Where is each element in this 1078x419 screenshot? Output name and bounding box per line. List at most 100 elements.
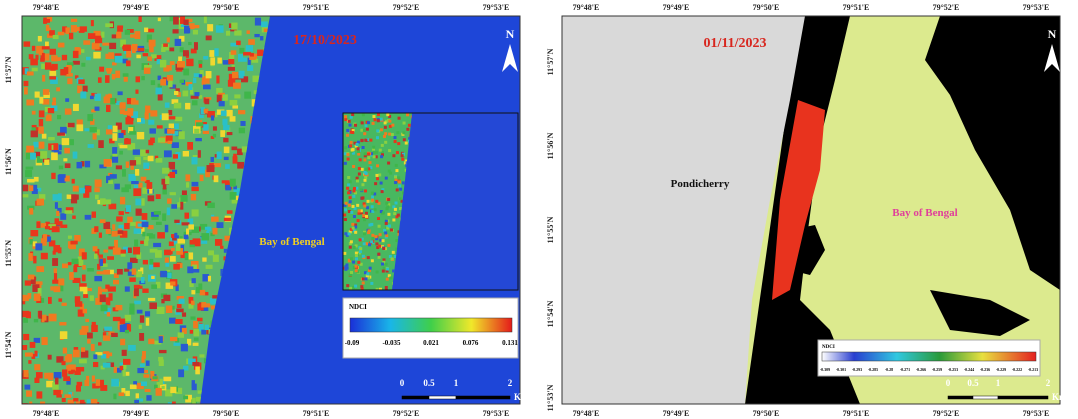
texture bbox=[151, 217, 158, 220]
texture bbox=[392, 251, 395, 254]
texture bbox=[173, 264, 180, 270]
texture bbox=[370, 223, 373, 226]
texture bbox=[134, 288, 139, 296]
texture bbox=[231, 23, 237, 30]
texture bbox=[98, 77, 102, 83]
texture bbox=[361, 183, 364, 186]
texture bbox=[116, 165, 122, 169]
texture bbox=[382, 270, 385, 273]
texture bbox=[25, 352, 33, 356]
texture bbox=[153, 243, 161, 247]
texture bbox=[103, 335, 110, 340]
texture bbox=[141, 277, 145, 283]
texture bbox=[179, 299, 185, 304]
texture bbox=[351, 223, 354, 226]
texture bbox=[191, 187, 198, 191]
texture bbox=[384, 121, 387, 124]
texture bbox=[403, 138, 406, 141]
texture bbox=[109, 293, 113, 300]
texture bbox=[352, 165, 355, 168]
texture bbox=[76, 385, 81, 391]
texture bbox=[169, 318, 176, 324]
texture bbox=[177, 304, 182, 308]
texture bbox=[82, 265, 85, 270]
texture bbox=[35, 92, 40, 98]
texture bbox=[178, 332, 184, 337]
texture bbox=[348, 232, 351, 235]
texture bbox=[43, 18, 47, 24]
texture bbox=[347, 158, 350, 161]
texture bbox=[150, 110, 157, 116]
texture bbox=[60, 225, 67, 228]
texture bbox=[73, 398, 78, 401]
texture bbox=[49, 71, 56, 76]
texture bbox=[26, 146, 34, 153]
texture bbox=[41, 337, 47, 345]
texture bbox=[398, 117, 401, 120]
texture bbox=[162, 113, 169, 120]
texture bbox=[98, 140, 104, 148]
texture bbox=[104, 159, 112, 167]
texture bbox=[136, 393, 139, 398]
texture bbox=[201, 330, 206, 335]
texture bbox=[361, 121, 364, 124]
texture bbox=[83, 309, 87, 314]
texture bbox=[92, 322, 96, 326]
texture bbox=[49, 76, 56, 79]
texture bbox=[257, 50, 264, 56]
texture bbox=[81, 347, 85, 351]
longitude-label: 79°49'E bbox=[123, 409, 150, 418]
texture bbox=[371, 237, 374, 240]
texture bbox=[73, 104, 79, 111]
texture bbox=[34, 319, 38, 322]
texture bbox=[72, 179, 75, 184]
texture bbox=[189, 84, 193, 90]
texture bbox=[170, 256, 176, 262]
texture bbox=[144, 68, 151, 74]
texture bbox=[232, 72, 238, 78]
legend-title: NDCI bbox=[822, 345, 835, 350]
texture bbox=[402, 181, 405, 184]
texture bbox=[127, 262, 132, 269]
texture bbox=[381, 263, 384, 266]
texture bbox=[355, 265, 358, 268]
texture bbox=[151, 54, 157, 58]
texture bbox=[352, 205, 355, 208]
texture bbox=[133, 149, 140, 154]
texture bbox=[401, 158, 404, 161]
texture bbox=[371, 199, 374, 202]
texture bbox=[144, 28, 148, 33]
legend-tick-label: -0.259 bbox=[932, 367, 942, 372]
texture bbox=[177, 61, 185, 68]
texture bbox=[95, 195, 99, 200]
texture bbox=[209, 50, 214, 57]
texture bbox=[360, 188, 363, 191]
texture bbox=[146, 361, 150, 366]
texture bbox=[348, 204, 351, 207]
texture bbox=[34, 364, 40, 370]
texture bbox=[115, 305, 122, 310]
texture bbox=[191, 290, 195, 294]
texture bbox=[367, 121, 370, 124]
texture bbox=[197, 167, 205, 174]
texture bbox=[60, 127, 67, 134]
texture bbox=[362, 255, 365, 258]
texture bbox=[42, 134, 47, 139]
texture bbox=[170, 192, 176, 195]
texture bbox=[58, 43, 65, 48]
texture bbox=[168, 141, 173, 144]
texture bbox=[196, 287, 200, 293]
texture bbox=[45, 226, 50, 229]
texture bbox=[402, 131, 405, 134]
texture bbox=[123, 45, 131, 51]
texture bbox=[365, 215, 368, 218]
texture bbox=[80, 26, 87, 31]
texture bbox=[391, 257, 394, 260]
texture bbox=[150, 138, 155, 143]
texture bbox=[140, 315, 144, 322]
texture bbox=[144, 65, 152, 68]
texture bbox=[343, 213, 346, 216]
texture bbox=[126, 161, 129, 167]
texture bbox=[149, 265, 153, 270]
texture bbox=[346, 129, 349, 132]
